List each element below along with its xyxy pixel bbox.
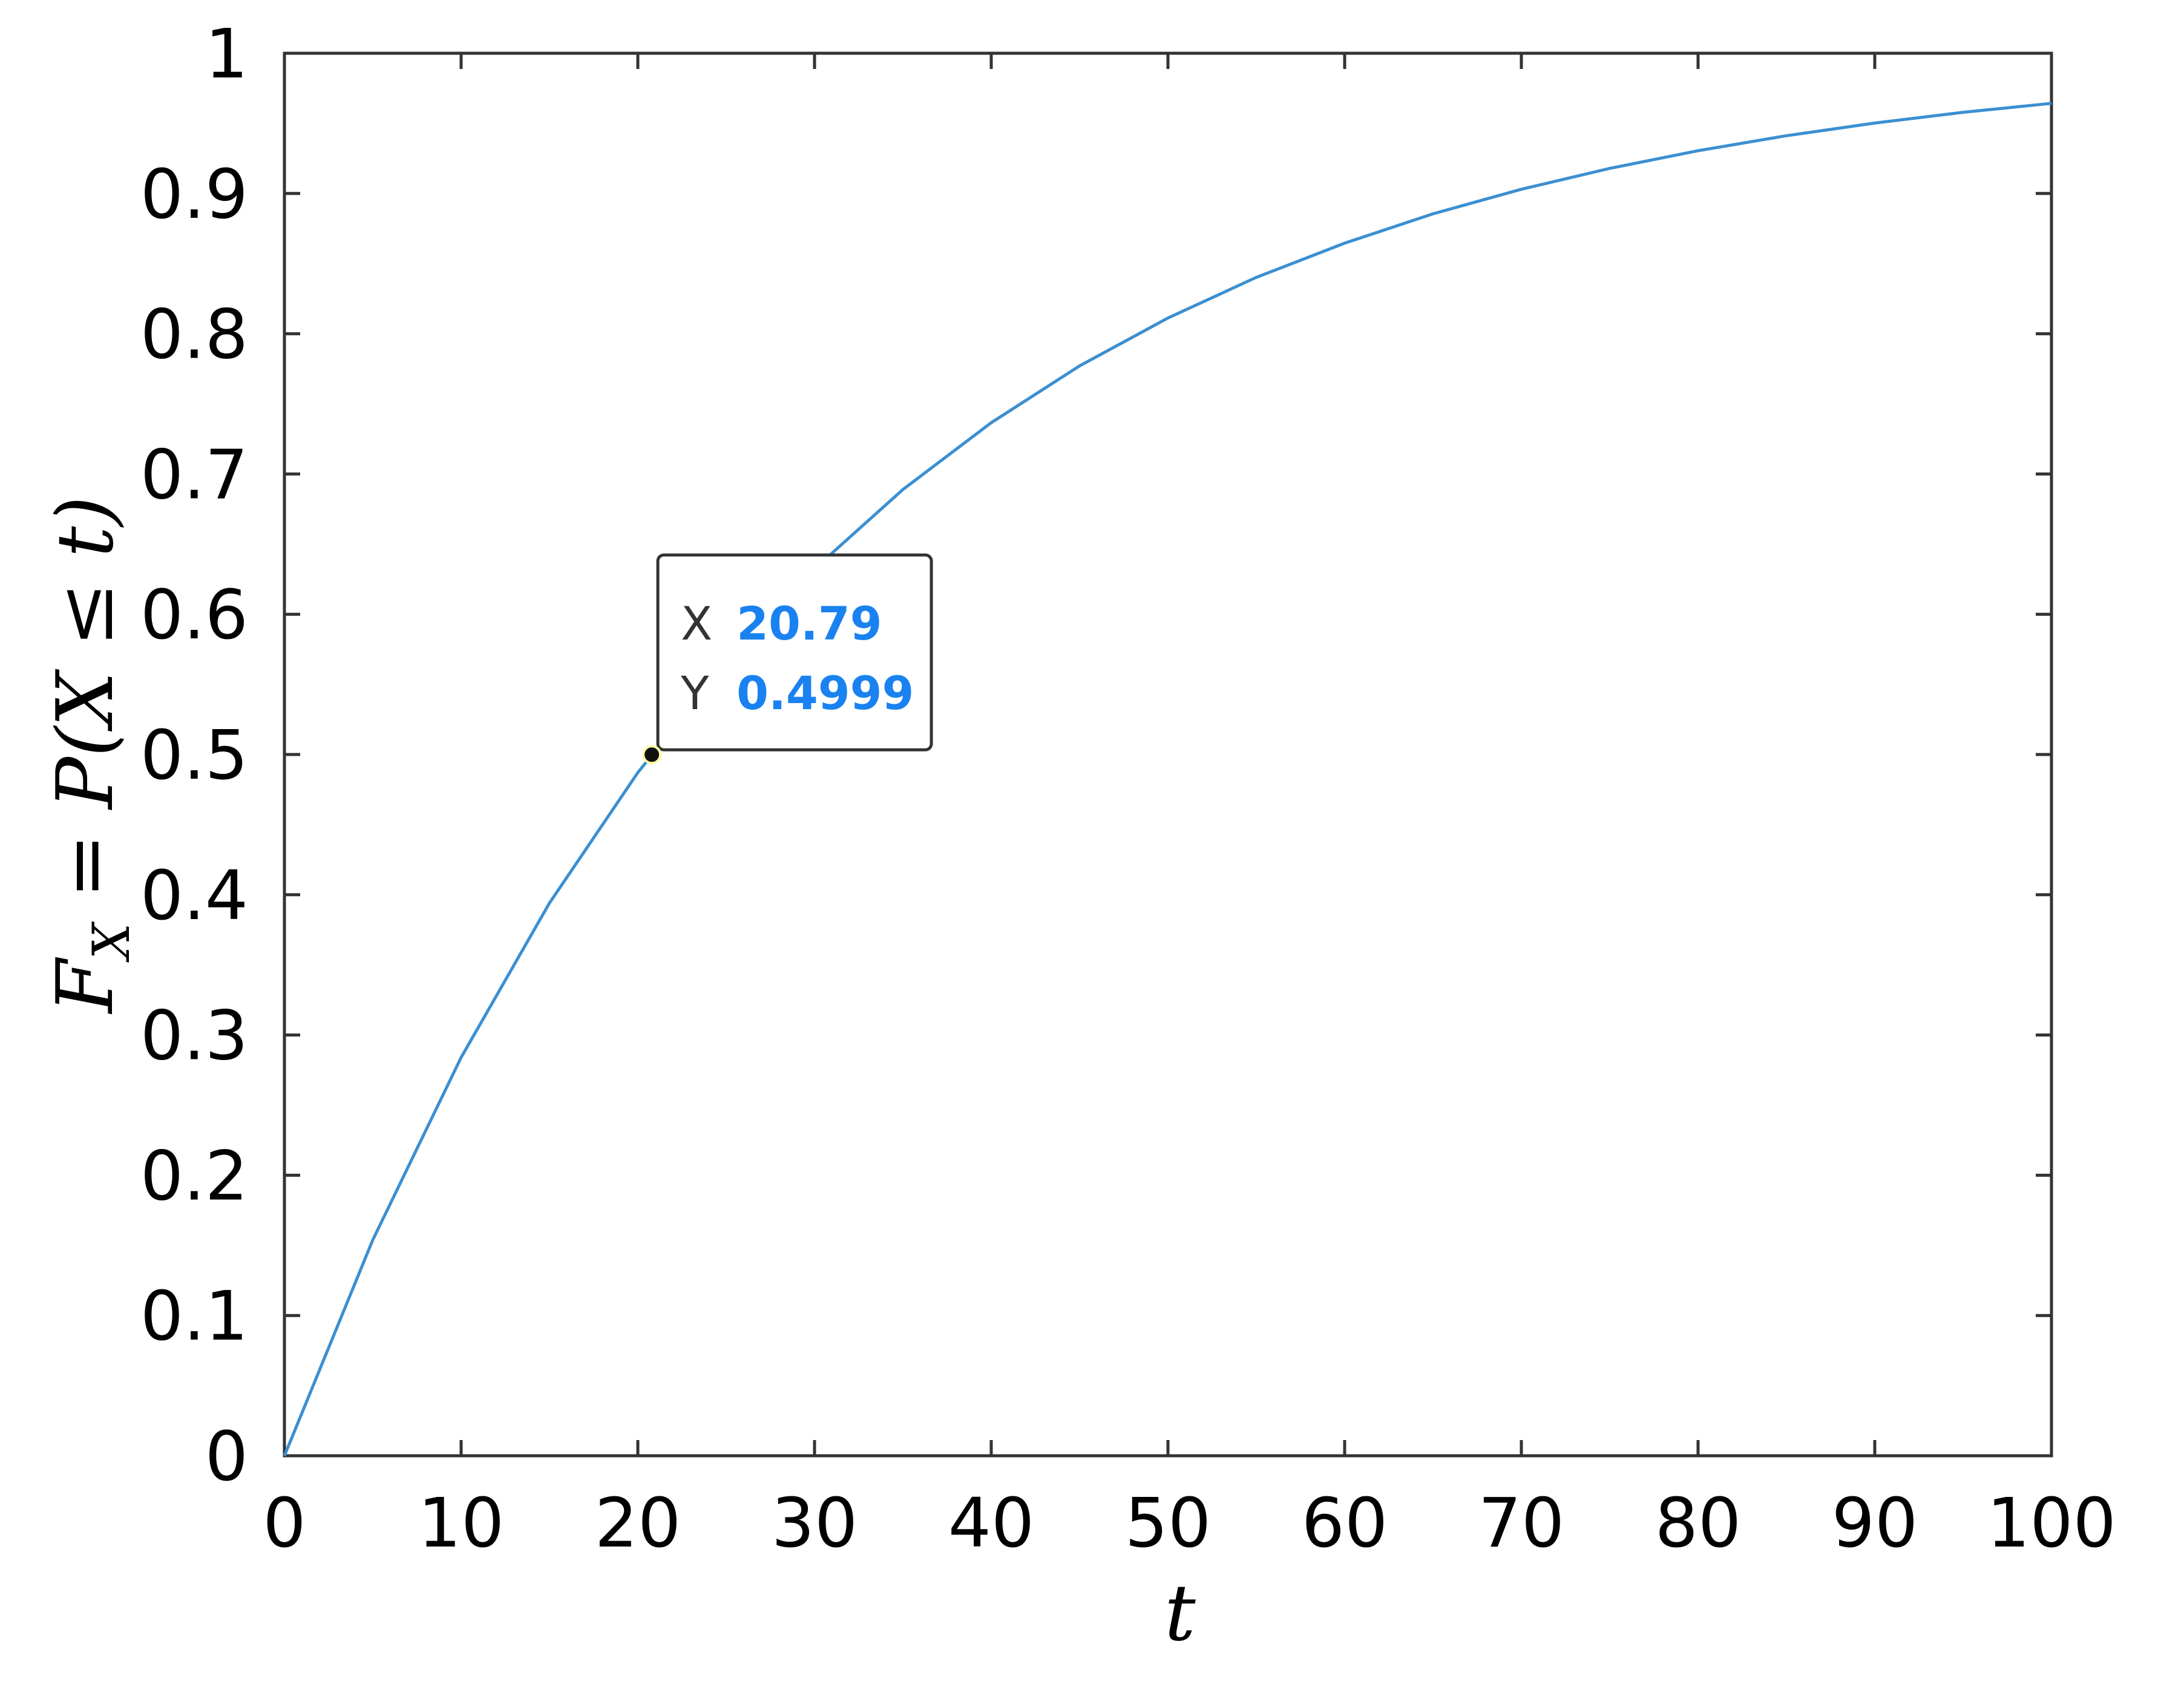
axis-ticks [283,51,2053,1458]
y-tick-label: 0.9 [140,155,248,234]
x-tick-label: 90 [1832,1484,1918,1563]
x-tick-label: 50 [1125,1484,1212,1563]
plot-area [283,51,2053,1458]
x-tick-label: 20 [595,1484,681,1563]
x-tick-label: 30 [772,1484,858,1563]
x-tick-labels: 0 10 20 30 40 50 60 70 80 90 100 [263,1484,2116,1563]
y-tick-label: 1 [205,15,248,94]
datatip[interactable]: X 20.79 Y 0.4999 [642,553,933,765]
datatip-y-value: 0.4999 [736,666,914,720]
y-tick-labels: 0 0.1 0.2 0.3 0.4 0.5 0.6 0.7 0.8 0.9 1 [140,15,248,1496]
y-tick-label: 0.8 [140,296,248,375]
datatip-x-key: X [681,597,712,650]
y-tick-label: 0.4 [140,857,248,935]
y-tick-label: 0.6 [140,576,248,655]
x-tick-label: 100 [1987,1484,2116,1563]
y-tick-label: 0 [205,1418,248,1496]
y-tick-label: 0.3 [140,997,248,1076]
y-axis-label: FX = P(X ≤ t) [41,496,141,1014]
x-axis-label: t [1164,1568,1196,1658]
x-tick-label: 70 [1478,1484,1565,1563]
y-tick-label: 0.5 [140,716,248,795]
x-tick-label: 80 [1655,1484,1742,1563]
y-tick-label: 0.2 [140,1137,248,1216]
x-tick-label: 10 [418,1484,505,1563]
datatip-box [656,553,933,751]
series-line [283,102,2052,1456]
y-tick-label: 0.1 [140,1277,248,1356]
y-tick-label: 0.7 [140,436,248,514]
x-tick-label: 0 [263,1484,306,1563]
datatip-y-key: Y [680,666,709,720]
x-tick-label: 60 [1302,1484,1388,1563]
datatip-x-value: 20.79 [736,597,882,650]
datatip-marker[interactable] [642,745,662,765]
x-tick-label: 40 [948,1484,1035,1563]
